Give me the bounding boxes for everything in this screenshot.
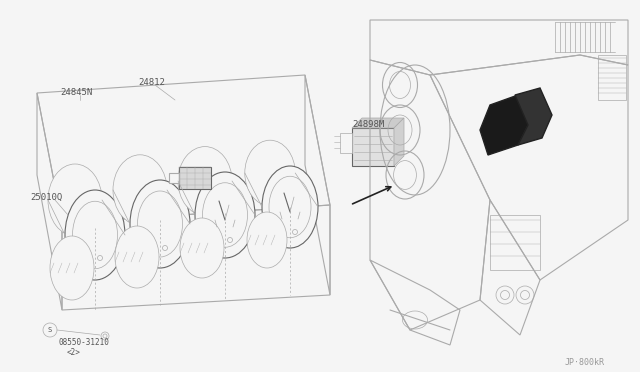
Polygon shape — [515, 88, 552, 145]
Ellipse shape — [195, 172, 255, 258]
Polygon shape — [352, 118, 404, 128]
Ellipse shape — [247, 212, 287, 268]
Text: <2>: <2> — [67, 348, 81, 357]
Text: JP·800kR: JP·800kR — [565, 358, 605, 367]
Ellipse shape — [115, 226, 159, 288]
Text: 24845N: 24845N — [60, 88, 92, 97]
Polygon shape — [480, 95, 528, 155]
Text: 25010Q: 25010Q — [30, 193, 62, 202]
Text: 08550-31210: 08550-31210 — [58, 338, 109, 347]
Ellipse shape — [244, 140, 295, 206]
Ellipse shape — [180, 218, 224, 278]
Text: 24812: 24812 — [138, 78, 165, 87]
Text: 24898M: 24898M — [352, 120, 384, 129]
Text: S: S — [48, 327, 52, 333]
Bar — [340, 133, 352, 153]
Ellipse shape — [65, 190, 125, 280]
Bar — [352, 128, 394, 166]
Bar — [179, 167, 211, 189]
Ellipse shape — [113, 155, 167, 225]
Bar — [598, 55, 626, 100]
Ellipse shape — [48, 164, 102, 236]
Ellipse shape — [130, 180, 190, 268]
Ellipse shape — [262, 166, 318, 248]
Bar — [490, 215, 540, 270]
Polygon shape — [394, 118, 404, 166]
Ellipse shape — [178, 147, 232, 215]
Polygon shape — [169, 173, 179, 183]
Ellipse shape — [50, 236, 94, 300]
